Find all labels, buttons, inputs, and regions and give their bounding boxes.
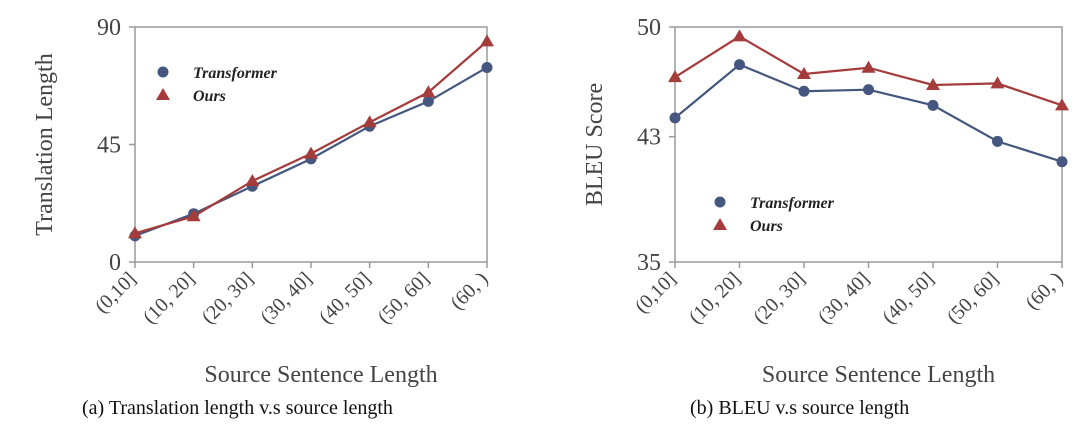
chart-a-transformer-point	[481, 61, 493, 73]
chart-b-transformer-point	[863, 84, 874, 96]
chart-b-ours-point	[732, 29, 747, 42]
chart-a-series-ours-line	[134, 40, 488, 235]
chart-b-ours-point	[861, 60, 876, 73]
chart-b-ours-point	[926, 77, 940, 90]
chart-a-ours-point	[421, 85, 436, 98]
chart-b-legend: Transformer Ours	[713, 195, 835, 235]
chart-a-caption: (a) Translation length v.s source length	[82, 397, 393, 419]
chart-b-xtick-label: (40, 50]	[878, 268, 938, 328]
chart-a-legend-label: Transformer	[193, 65, 278, 82]
chart-b-xtick-label: (50, 60]	[943, 268, 1003, 328]
chart-a-ours-point	[304, 146, 318, 159]
chart-b-ours-point	[990, 76, 1005, 89]
chart-b-xtick-label: (60, )	[1021, 268, 1067, 314]
chart-a-ytick-label: 90	[97, 15, 121, 41]
chart-b-xtick-label: (10, 20]	[685, 268, 745, 328]
chart-a-yaxis-title: Translation Length	[32, 53, 58, 235]
chart-a-ours-point	[186, 209, 201, 222]
chart-bleu-score: 35 43 50 (0,10] (10, 20] (20, 30] (30, 40] (40,…	[540, 0, 1080, 435]
chart-b-series-transformer-line	[674, 63, 1063, 163]
chart-b-yaxis-title: BLEU Score	[582, 83, 608, 206]
chart-a-transformer-point	[422, 95, 434, 107]
chart-a-ours-point	[245, 174, 260, 187]
chart-a-xtick-label: (10, 20]	[139, 268, 199, 328]
chart-b-transformer-point	[798, 85, 810, 97]
chart-b-ytick-label: 35	[637, 250, 661, 276]
chart-b-legend-label: Transformer	[750, 195, 835, 212]
chart-a-legend-triangle-icon	[156, 88, 170, 100]
chart-a-legend-circle-icon	[157, 66, 169, 78]
chart-b-legend-circle-icon	[714, 196, 726, 208]
chart-a-legend-label: Ours	[193, 88, 226, 105]
chart-a-xtick-label: (30, 40]	[256, 268, 316, 328]
chart-translation-length: 0 45 90 (0,10] (10, 20] (20, 30] (30, 40] (40, …	[32, 15, 494, 419]
chart-b-transformer-point	[1056, 156, 1068, 168]
chart-a-xtick-label: (60, )	[446, 268, 492, 314]
chart-b-legend-label: Ours	[750, 218, 783, 235]
chart-a-ours-point	[128, 226, 142, 239]
chart-a-plot-frame	[134, 26, 488, 263]
chart-b-transformer-point	[734, 59, 745, 71]
chart-a-xtick-label: (50, 60]	[374, 268, 434, 328]
chart-a-xaxis-title: Source Sentence Length	[204, 362, 437, 388]
chart-b-caption: (b) BLEU v.s source length	[690, 397, 910, 419]
chart-a-xtick-label: (40, 50]	[315, 268, 375, 328]
chart-a-ytick-label: 45	[97, 133, 121, 159]
chart-a-xtick-label: (20, 30]	[198, 268, 258, 328]
chart-b-legend-triangle-icon	[713, 218, 727, 230]
chart-b-xaxis-title: Source Sentence Length	[762, 362, 995, 388]
chart-b-ytick-label: 50	[637, 15, 661, 41]
chart-b-xtick-label: (30, 40]	[814, 268, 874, 328]
chart-b-transformer-point	[992, 135, 1003, 147]
chart-b-ours-point	[797, 67, 811, 79]
chart-a-ours-point	[362, 115, 377, 128]
chart-a-ytick-label: 0	[109, 250, 121, 276]
chart-b-xtick-label: (20, 30]	[749, 268, 809, 328]
chart-b-ours-point	[668, 70, 682, 83]
chart-a-ours-point	[480, 34, 494, 47]
chart-a-legend: Transformer Ours	[156, 65, 278, 105]
chart-b-transformer-point	[927, 99, 939, 111]
chart-b-ytick-label: 43	[637, 125, 661, 151]
chart-b-transformer-point	[669, 112, 681, 124]
chart-b-ours-point	[1055, 98, 1069, 111]
